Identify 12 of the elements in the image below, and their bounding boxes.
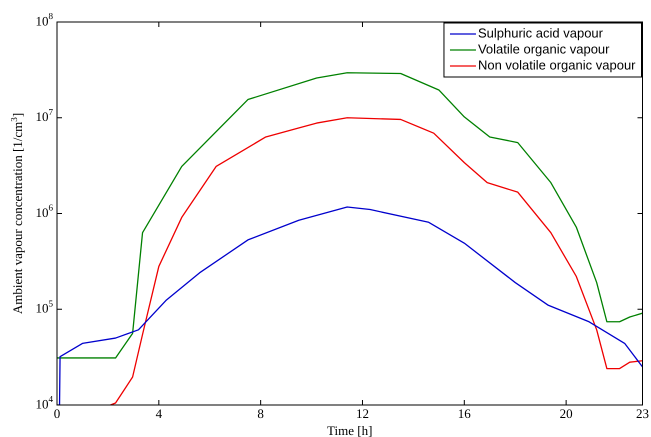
- x-tick-label: 23: [636, 406, 649, 422]
- x-tick-label: 20: [560, 406, 573, 422]
- y-axis-title: Ambient vapour concentration [1/cm3]: [8, 112, 25, 314]
- legend-label: Volatile organic vapour: [478, 42, 610, 57]
- x-tick-label: 12: [356, 406, 369, 422]
- x-axis-title: Time [h]: [327, 423, 372, 437]
- x-tick-label: 16: [458, 406, 472, 422]
- x-tick-label: 0: [54, 406, 60, 422]
- x-tick-label: 4: [156, 406, 163, 422]
- x-tick-label: 8: [257, 406, 264, 422]
- legend-label: Sulphuric acid vapour: [478, 26, 604, 41]
- legend-label: Non volatile organic vapour: [478, 58, 636, 73]
